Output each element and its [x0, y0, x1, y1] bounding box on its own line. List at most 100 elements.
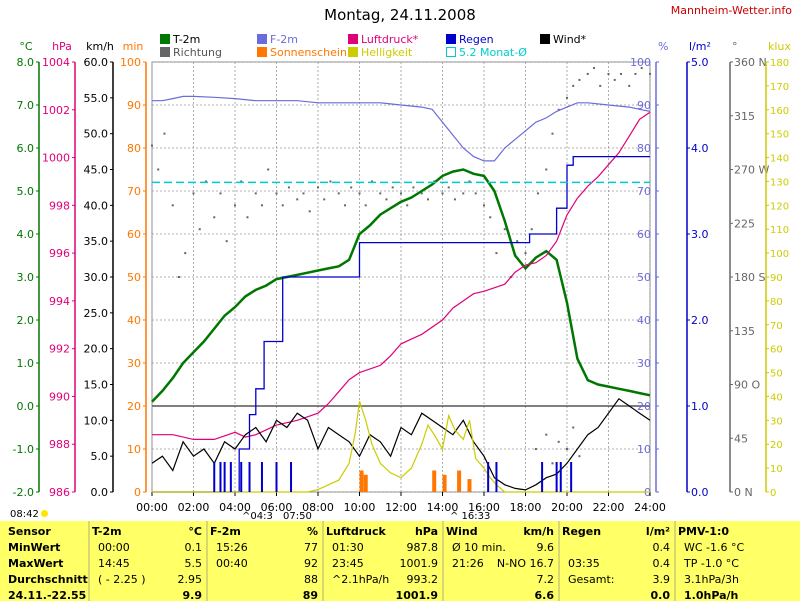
- table-cell-label: 00:40: [216, 557, 248, 570]
- legend-label: Richtung: [173, 46, 222, 59]
- table-cell: 21:26 N-NO 16.7: [446, 556, 560, 572]
- table-header-label: Luftdruck: [326, 525, 386, 538]
- gust-point: [557, 440, 560, 443]
- direction-point: [628, 84, 631, 87]
- table-cell: 0.0: [562, 588, 676, 604]
- direction-point: [536, 192, 539, 195]
- table-cell: 15:26 77: [210, 540, 324, 556]
- axis-tick-label-minutes: 60: [127, 228, 141, 241]
- axis-tick-label-wind: 5.0: [91, 450, 109, 463]
- axis-tick-label-minutes: 80: [127, 142, 141, 155]
- rain-bar: [240, 462, 243, 492]
- table-cell: TP -1.0 °C: [678, 556, 796, 572]
- table-cell-label: 21:26: [452, 557, 484, 570]
- direction-point: [219, 192, 222, 195]
- table-cell: 00:00 0.1: [92, 540, 208, 556]
- axis-tick-label-wind: 50.0: [84, 128, 109, 141]
- table-cell: 6.6: [446, 588, 560, 604]
- table-cell: 0.4: [562, 540, 676, 556]
- rain-bar: [248, 462, 251, 492]
- direction-point: [586, 72, 589, 75]
- table-cell-label: 01:30: [332, 541, 364, 554]
- sunshine-bar: [457, 470, 462, 492]
- rain-bar: [260, 462, 263, 492]
- axis-tick-label-wind: 30.0: [84, 271, 109, 284]
- table-cell: 14:45 5.5: [92, 556, 208, 572]
- gust-point: [578, 455, 581, 458]
- table-cell-label: ^2.1hPa/h: [332, 573, 390, 586]
- direction-point: [462, 192, 465, 195]
- rain-bar: [559, 462, 562, 492]
- site-link[interactable]: Mannheim-Wetter.info: [670, 4, 792, 17]
- table-cell: 89: [210, 588, 324, 604]
- direction-point: [204, 180, 207, 183]
- table-cell-value: 6.6: [534, 589, 555, 602]
- direction-point: [275, 192, 278, 195]
- axis-tick-label-humidity: 100: [630, 56, 651, 69]
- rain-bar: [229, 462, 232, 492]
- direction-point: [551, 132, 554, 135]
- sun-time-2: ^ 16:33: [450, 511, 491, 522]
- legend-item: Wind*: [540, 33, 586, 46]
- direction-point: [358, 192, 361, 195]
- axis-tick-label-press: 992: [49, 343, 70, 356]
- direction-point: [379, 192, 382, 195]
- direction-point: [234, 204, 236, 207]
- table-cell-value: 5.5: [184, 557, 203, 570]
- axis-tick-label-direction: 180 S: [734, 271, 765, 284]
- axis-tick-label-wind: 55.0: [84, 92, 109, 105]
- direction-point: [566, 96, 568, 99]
- direction-point: [364, 204, 367, 207]
- axis-tick-label-rain: 5.0: [691, 56, 709, 69]
- axis-tick-label-wind: 25.0: [84, 307, 109, 320]
- axis-tick-label-humidity: 30: [637, 357, 651, 370]
- series-line: [152, 95, 651, 162]
- axis-tick-label-direction: 135: [734, 325, 755, 338]
- axis-tick-label-humidity: 60: [637, 228, 651, 241]
- axis-tick-label-temp: 2.0: [17, 314, 35, 327]
- axis-tick-label-temp: 0.0: [17, 400, 35, 413]
- direction-point: [317, 186, 319, 189]
- table-header-unit: °C: [188, 525, 202, 538]
- legend-label: Sonnenschein: [270, 46, 347, 59]
- axis-tick-label-temp: 3.0: [17, 271, 35, 284]
- axis-tick-label-wind: 20.0: [84, 343, 109, 356]
- series-line: [152, 155, 650, 493]
- direction-point: [607, 72, 610, 75]
- axis-tick-label-lux: 170: [770, 82, 789, 93]
- direction-point: [613, 78, 616, 81]
- direction-point: [308, 210, 311, 213]
- legend-swatch: [257, 34, 267, 44]
- table-cell-label: 03:35: [568, 557, 600, 570]
- axis-tick-label-humidity: 40: [637, 314, 651, 327]
- direction-point: [619, 72, 622, 75]
- chart-title: Montag, 24.11.2008: [324, 6, 476, 24]
- axis-tick-label-minutes: 30: [127, 357, 141, 370]
- x-tick-label: 04:00: [219, 501, 251, 514]
- axis-tick-label-lux: 110: [770, 225, 789, 236]
- axis-tick-label-lux: 100: [770, 249, 789, 260]
- legend-swatch: [540, 34, 550, 44]
- direction-point: [370, 180, 373, 183]
- axis-tick-label-wind: 10.0: [84, 414, 109, 427]
- table-header-unit: %: [306, 525, 318, 538]
- table-header-label: T-2m: [92, 525, 122, 538]
- direction-point: [503, 228, 506, 231]
- axis-tick-label-direction: 0 N: [734, 486, 753, 499]
- table-cell-value: 89: [302, 589, 318, 602]
- axis-tick-label-minutes: 70: [127, 185, 141, 198]
- table-cell: ( - 2.25 ) 2.95: [92, 572, 208, 588]
- rain-bar: [223, 462, 226, 492]
- table-cell-value: 77: [304, 541, 318, 554]
- table-cell-value: 9.9: [182, 589, 203, 602]
- table-column-header: F-2m%: [210, 524, 324, 540]
- axis-tick-label-temp: -1.0: [13, 443, 34, 456]
- table-cell: 9.9: [92, 588, 208, 604]
- direction-point: [337, 192, 340, 195]
- x-tick-label: 06:00: [261, 501, 293, 514]
- axis-tick-label-temp: 4.0: [17, 228, 35, 241]
- legend-item: Luftdruck*: [348, 33, 418, 46]
- axis-tick-label-lux: 30: [770, 416, 783, 427]
- table-cell-label: ( - 2.25 ): [98, 573, 146, 586]
- gust-point: [545, 433, 548, 436]
